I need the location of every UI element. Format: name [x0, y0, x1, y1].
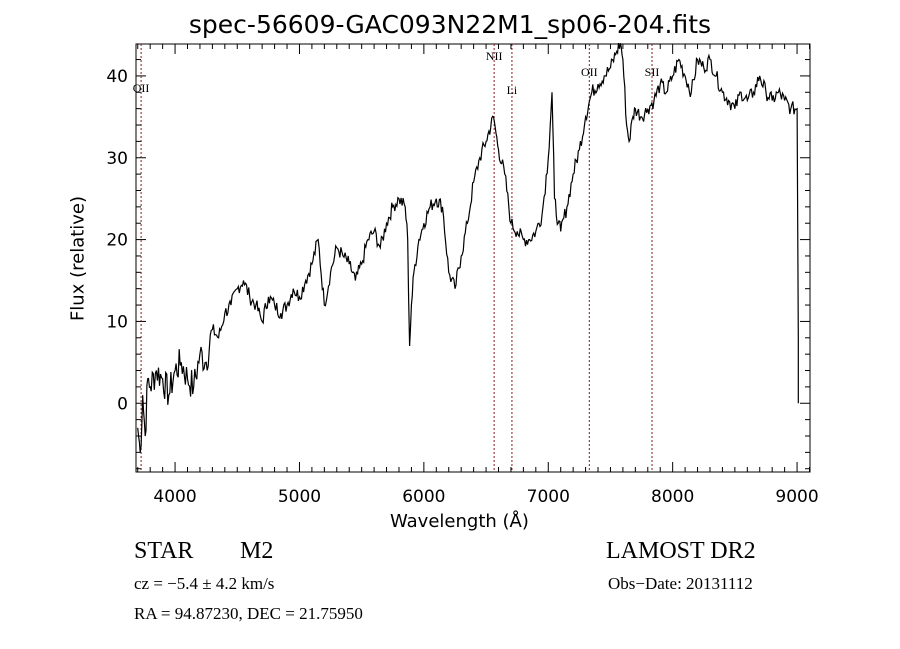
- y-tick-label: 20: [106, 231, 128, 251]
- object-class: STAR: [134, 538, 194, 564]
- y-tick-label: 0: [117, 394, 128, 414]
- y-tick-label: 40: [106, 67, 128, 87]
- y-tick-label: 10: [106, 312, 128, 332]
- x-tick-label: 8000: [651, 487, 694, 507]
- spectral-line-label: OII: [133, 81, 150, 95]
- y-axis-label: Flux (relative): [67, 195, 89, 322]
- x-axis-label: Wavelength (Å): [390, 511, 529, 532]
- x-tick-label: 4000: [153, 487, 196, 507]
- survey-label: LAMOST DR2: [606, 538, 756, 564]
- x-tick-label: 7000: [527, 487, 570, 507]
- spectral-line-label: NII: [486, 49, 503, 63]
- spectral-line-label: Li: [507, 83, 518, 97]
- coordinates: RA = 94.87230, DEC = 21.75950: [134, 604, 363, 623]
- x-tick-label: 5000: [278, 487, 321, 507]
- spectral-line-label: OII: [581, 65, 598, 79]
- x-tick-label: 9000: [775, 487, 818, 507]
- object-subclass: M2: [240, 538, 274, 564]
- y-tick-label: 30: [106, 149, 128, 169]
- spectrum-line: [137, 42, 799, 453]
- spectral-line-label: SII: [645, 65, 660, 79]
- chart-title: spec-56609-GAC093N22M1_sp06-204.fits: [188, 10, 712, 39]
- plot-frame: [135, 43, 811, 473]
- obs-date: Obs−Date: 20131112: [608, 574, 753, 593]
- redshift-cz: cz = −5.4 ± 4.2 km/s: [134, 574, 275, 593]
- x-tick-label: 6000: [402, 487, 445, 507]
